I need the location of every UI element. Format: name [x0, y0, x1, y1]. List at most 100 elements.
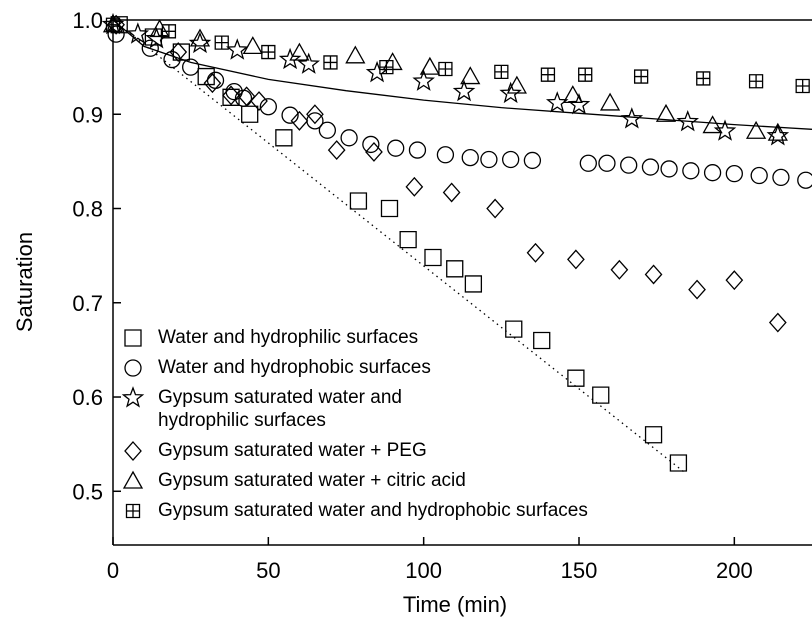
data-point: [461, 149, 479, 167]
y-tick-label: 0.5: [72, 479, 103, 504]
data-point: [633, 69, 649, 84]
data-point: [278, 47, 302, 70]
y-tick-label: 1.0: [72, 8, 103, 33]
data-point: [641, 158, 660, 176]
data-point: [436, 146, 455, 164]
legend-label: Water and hydrophobic surfaces: [158, 357, 431, 378]
data-point: [237, 86, 256, 107]
data-point: [772, 168, 790, 186]
data-point: [713, 119, 737, 141]
data-point: [281, 106, 299, 124]
data-point: [562, 85, 583, 104]
data-point: [620, 156, 638, 174]
data-point: [533, 331, 551, 350]
data-point: [452, 79, 476, 102]
data-point: [189, 28, 211, 47]
data-point: [203, 73, 222, 94]
data-point: [107, 14, 125, 35]
data-point: [380, 199, 399, 218]
data-point: [149, 19, 170, 38]
data-point: [696, 71, 711, 86]
data-point: [306, 112, 324, 130]
data-point: [365, 60, 389, 83]
data-point: [797, 171, 812, 189]
legend-entry: Water and hydrophobic surfaces: [118, 356, 588, 379]
data-point: [578, 67, 593, 82]
data-point: [567, 249, 585, 270]
data-point: [405, 176, 424, 197]
data-point: [188, 31, 212, 54]
legend-marker: [124, 329, 142, 347]
data-point: [502, 150, 520, 169]
data-point: [499, 81, 522, 104]
data-point: [660, 160, 678, 178]
data-point: [214, 35, 229, 50]
data-point: [349, 192, 368, 210]
legend-label: Water and hydrophilic surfaces: [158, 327, 419, 348]
legend-marker: [124, 441, 142, 461]
x-tick-label: 100: [405, 558, 442, 583]
legend-label: Gypsum saturated water + PEG: [158, 440, 427, 461]
data-point: [655, 103, 677, 122]
y-tick-label: 0.6: [72, 385, 103, 410]
data-point: [460, 66, 481, 85]
data-point: [464, 275, 483, 293]
data-point: [795, 78, 810, 94]
data-point: [620, 107, 644, 129]
data-point: [297, 52, 320, 74]
legend-entry: Gypsum saturated water + PEG: [118, 439, 588, 462]
data-point: [494, 64, 509, 79]
data-point: [161, 24, 177, 39]
data-point: [610, 259, 629, 280]
y-tick-label: 0.9: [72, 102, 103, 127]
data-point: [419, 56, 440, 75]
data-point: [703, 164, 722, 182]
data-point: [323, 55, 338, 70]
data-point: [250, 91, 268, 112]
legend-icon: [124, 359, 142, 377]
legend-marker: [122, 470, 144, 489]
data-point: [289, 42, 310, 61]
data-point: [688, 279, 706, 300]
data-point: [750, 166, 768, 185]
x-axis-label: Time (min): [403, 592, 507, 617]
data-point: [222, 85, 240, 106]
legend-icon: [124, 329, 142, 347]
data-point: [327, 140, 346, 161]
legend-entry: Gypsum saturated water + citric acid: [118, 469, 588, 492]
data-point: [523, 151, 542, 170]
data-point: [486, 198, 504, 219]
data-point: [506, 75, 527, 94]
y-tick-label: 0.7: [72, 291, 103, 316]
data-point: [767, 122, 788, 141]
data-point: [545, 91, 569, 113]
data-point: [725, 165, 743, 183]
legend-marker: [125, 503, 141, 519]
data-point: [669, 454, 688, 472]
data-point: [745, 120, 767, 139]
data-point: [290, 110, 309, 131]
x-tick-label: 50: [256, 558, 280, 583]
data-point: [599, 92, 621, 111]
data-point: [644, 264, 663, 285]
legend: Water and hydrophilic surfaces Water and …: [118, 326, 588, 529]
data-point: [725, 270, 744, 291]
legend-entry: Gypsum saturated water and hydrophobic s…: [118, 499, 588, 522]
data-point: [197, 67, 215, 86]
data-point: [567, 369, 585, 387]
data-point: [379, 59, 394, 75]
data-point: [169, 42, 188, 63]
x-tick-label: 150: [561, 558, 598, 583]
data-point: [141, 39, 159, 57]
x-tick-label: 200: [716, 558, 753, 583]
data-point: [424, 248, 442, 267]
legend-marker: [124, 359, 142, 377]
data-point: [768, 312, 787, 333]
data-point: [682, 162, 700, 180]
data-point: [261, 44, 276, 60]
data-point: [259, 98, 277, 116]
legend-icon: [124, 441, 142, 461]
data-point: [145, 26, 168, 49]
